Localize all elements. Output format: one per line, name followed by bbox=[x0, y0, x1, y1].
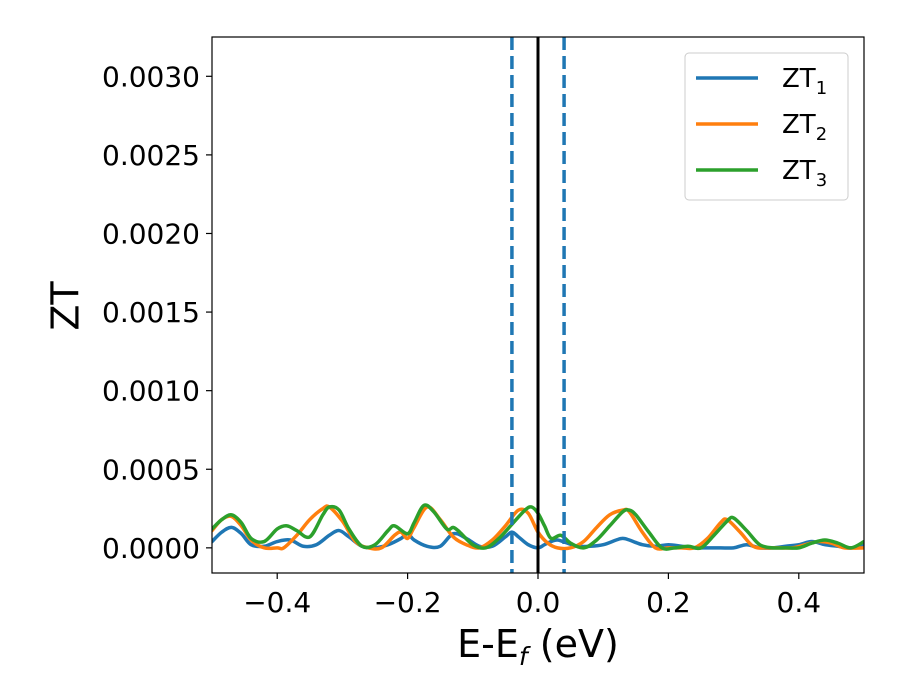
x-axis-label: E-Ef (eV) bbox=[457, 622, 619, 671]
y-tick-label: 0.0005 bbox=[102, 453, 200, 486]
y-tick-label: 0.0030 bbox=[102, 60, 200, 93]
legend-label-zt2: ZT2 bbox=[782, 110, 827, 145]
series-line-zt1 bbox=[212, 525, 864, 550]
x-axis: −0.4 −0.2 0.0 0.2 0.4 bbox=[243, 573, 821, 619]
y-axis-label: ZT bbox=[44, 281, 88, 331]
y-axis: 0.0000 0.0005 0.0010 0.0015 0.0020 0.0025 0.00… bbox=[102, 60, 212, 565]
x-tick-label: −0.4 bbox=[243, 586, 311, 619]
x-tick-label: 0.2 bbox=[646, 586, 691, 619]
x-axis-label-main: E-E bbox=[457, 622, 519, 666]
legend-box bbox=[684, 52, 849, 201]
x-tick-label: −0.2 bbox=[374, 586, 442, 619]
y-tick-label: 0.0015 bbox=[102, 296, 200, 329]
reference-lines bbox=[510, 37, 566, 573]
y-tick-label: 0.0025 bbox=[102, 139, 200, 172]
legend-label-zt3: ZT3 bbox=[782, 156, 827, 191]
x-tick-label: 0.4 bbox=[777, 586, 822, 619]
legend-label-zt1: ZT1 bbox=[782, 64, 827, 99]
legend: ZT1 ZT2 ZT3 bbox=[684, 52, 849, 201]
series-layer bbox=[212, 503, 864, 551]
y-tick-label: 0.0010 bbox=[102, 375, 200, 408]
x-axis-label-unit: (eV) bbox=[528, 622, 619, 666]
series-line-zt3 bbox=[212, 503, 864, 551]
x-tick-label: 0.0 bbox=[516, 586, 561, 619]
y-tick-label: 0.0000 bbox=[102, 532, 200, 565]
y-tick-label: 0.0020 bbox=[102, 217, 200, 250]
